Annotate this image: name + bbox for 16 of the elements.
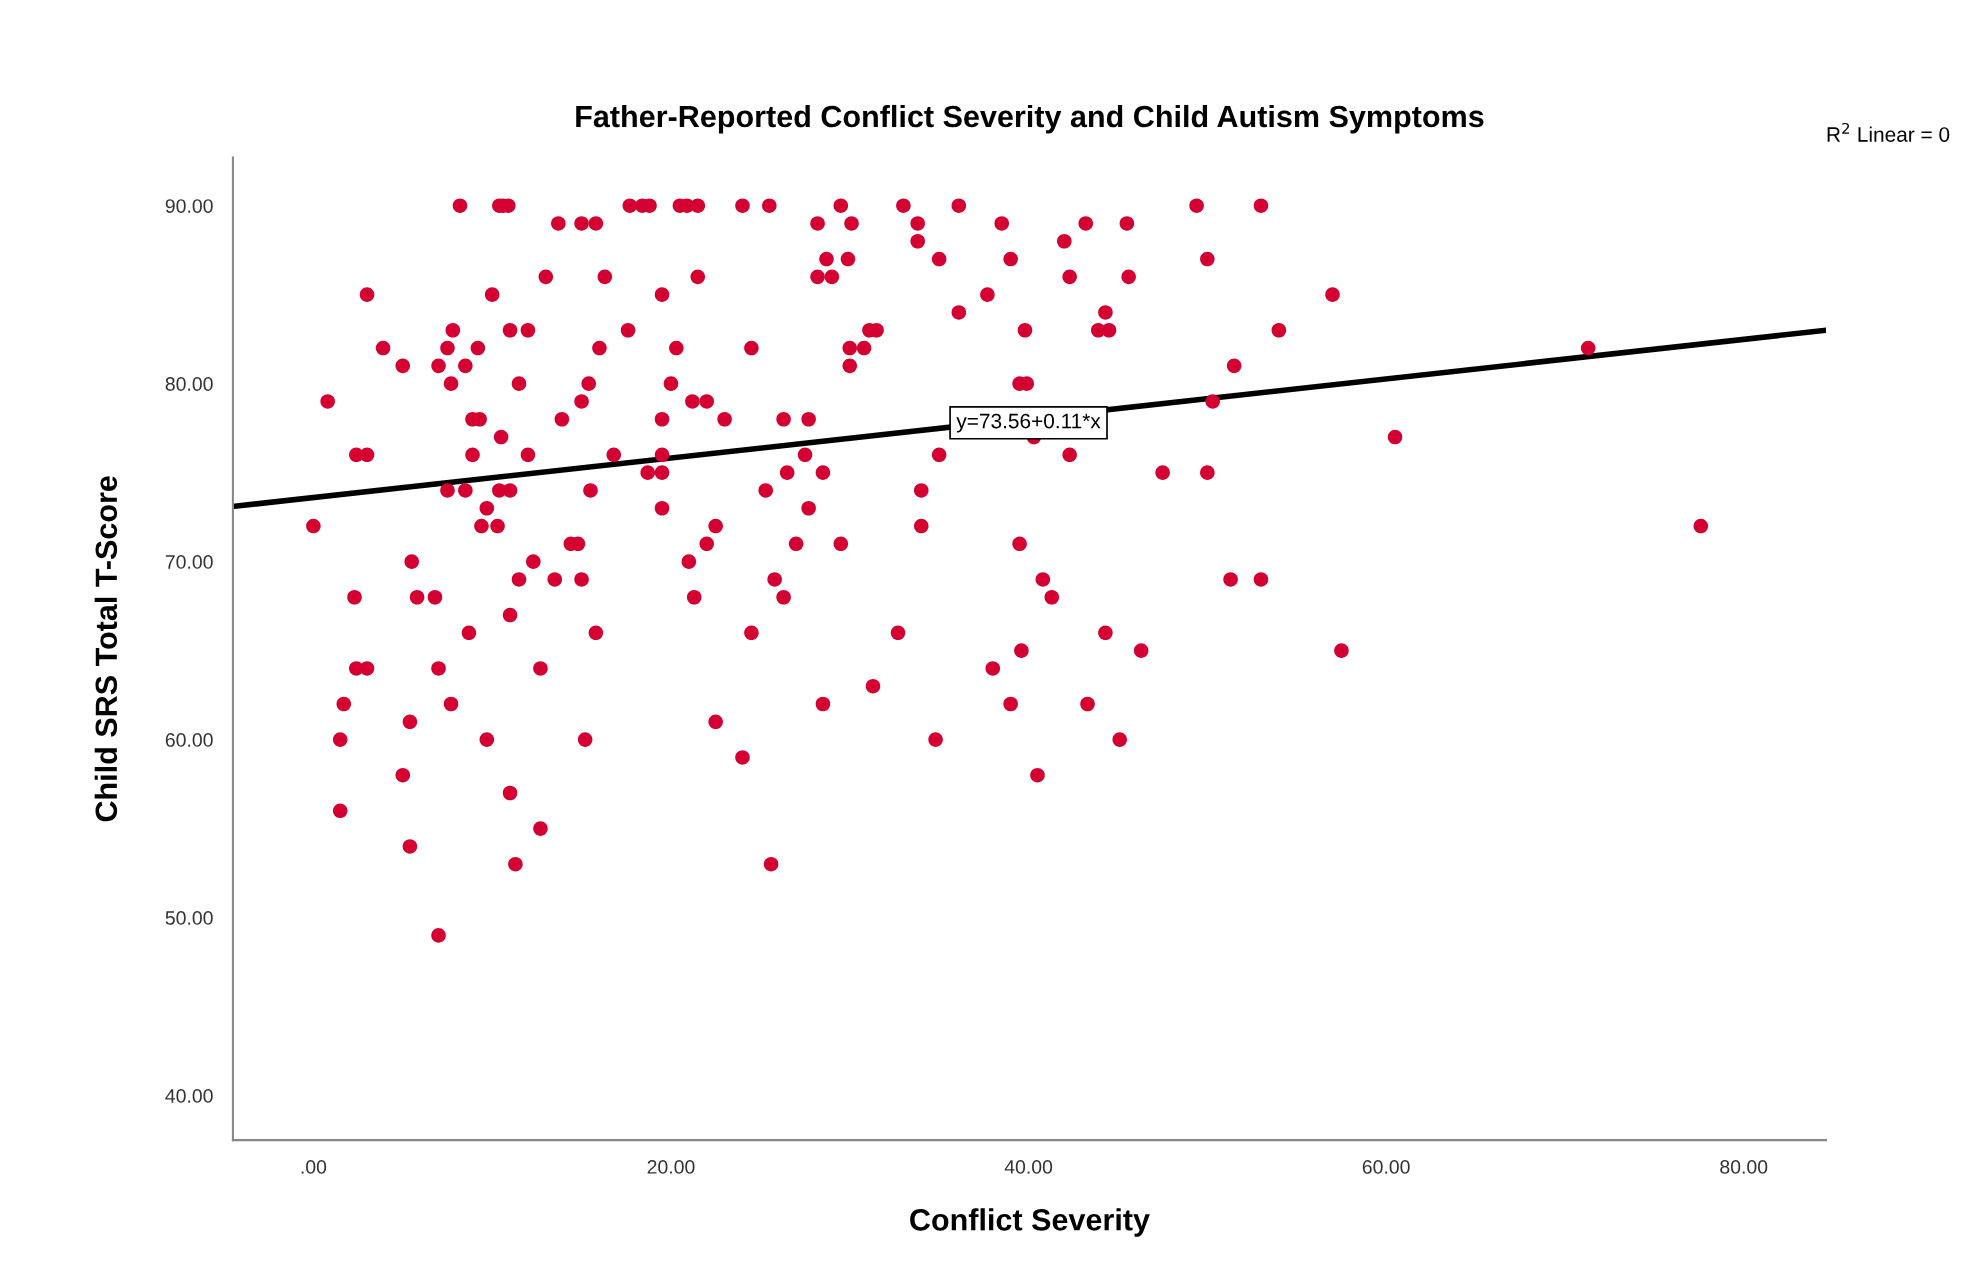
y-tick-label: 90.00: [165, 199, 213, 213]
annotation: y=73.56+0.11*x: [956, 413, 1101, 433]
x-tick-label: 40.00: [1004, 1160, 1053, 1174]
y-axis-title: Child SRS Total T-Score: [94, 476, 118, 822]
x-tick-label: 60.00: [1362, 1160, 1410, 1174]
x-tick-label: .00: [301, 1160, 327, 1174]
x-tick-label: 80.00: [1720, 1160, 1768, 1174]
text: R$^{2}$ Linear = 0: [1827, 122, 1950, 142]
y-tick-label: 60.00: [165, 733, 213, 747]
x-axis-title: Conflict Severity: [910, 1208, 1150, 1237]
chart-title: Father-Reported Conflict Severity and Child Autism Symptoms: [576, 104, 1484, 134]
x-tick-label: 20.00: [647, 1160, 695, 1174]
y-tick-label: 40.00: [165, 1089, 213, 1103]
y-tick-label: 70.00: [165, 555, 213, 569]
y-tick-label: 50.00: [165, 911, 213, 925]
y-tick-label: 80.00: [165, 377, 213, 391]
